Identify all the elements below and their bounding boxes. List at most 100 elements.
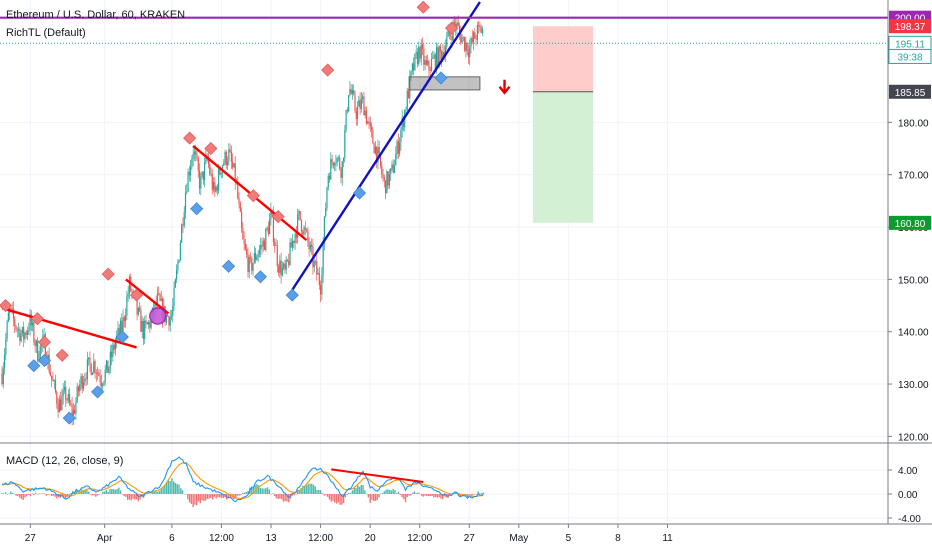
candle-body [276,245,278,267]
candle-body [54,380,57,393]
candle-body [26,331,29,335]
candle-body [472,32,475,43]
macd-histogram-bar [328,494,331,500]
candle-body [363,96,365,116]
candle-body [345,110,347,131]
macd-histogram-bar [165,482,168,494]
candle [113,341,115,354]
candle [86,351,88,385]
price-level-badge [888,48,932,64]
swing-circle-marker [149,307,167,325]
candle [214,177,216,197]
candle-body [283,263,285,268]
candle-body [170,315,173,317]
x-tick-label: 27 [464,533,476,544]
candle-body [109,351,111,368]
macd-histogram-bar [392,489,394,494]
candle [353,84,355,96]
macd-histogram-bar [11,493,14,494]
candle-body [350,89,352,94]
candle [238,192,240,209]
candle-body [174,279,176,288]
macd-histogram-bar [15,494,17,496]
candle-body [272,214,275,243]
candle [251,256,253,275]
candle-body [451,36,453,41]
candle [160,290,162,302]
macd-histogram-bar [263,488,265,494]
candle-body [224,151,226,163]
macd-histogram-bar [240,494,242,496]
candle [187,168,189,193]
macd-histogram-bar [341,494,343,505]
macd-histogram-bar [335,494,338,504]
candle [210,167,212,177]
candle-body [77,386,80,392]
candle-body [386,171,388,194]
candle [98,369,100,377]
candle-body [388,174,391,186]
x-tick-label: 20 [365,533,377,544]
candle-body [122,317,124,332]
x-tick-label: 12:00 [209,533,234,544]
candle-body [263,240,266,251]
candle [364,106,366,119]
candle [190,159,192,182]
candle-body [297,214,299,238]
macd-histogram-bar [164,485,166,494]
macd-histogram-bar [353,487,355,494]
macd-histogram-bar [247,491,249,494]
macd-histogram-bar [137,494,139,502]
candle [421,37,424,56]
candle [365,106,368,126]
candle-body [302,231,304,235]
candle [225,150,227,169]
candle-body [7,312,9,322]
candle [215,185,217,194]
candle [104,365,106,386]
candle-body [39,345,41,360]
candle [285,255,287,275]
candle [461,33,463,43]
candle-body [480,27,482,34]
candle [66,397,68,404]
macd-histogram-bar [102,491,104,494]
symbol-legend: Ethereum / U.S. Dollar, 60, KRAKEN [6,9,186,21]
candle-body [184,192,187,213]
candle-body [325,208,327,217]
candle [446,31,448,50]
candle-body [33,322,35,343]
candle [423,43,425,72]
candle-body [376,146,378,163]
candle [466,42,468,56]
candle-body [442,51,444,60]
candle-body [438,46,440,67]
swing-high-marker [183,131,197,145]
candle [2,362,4,389]
candle-body [2,368,4,385]
candle [229,143,231,153]
macd-histogram-bar [472,494,474,496]
candle-body [355,110,357,119]
macd-histogram-bar [284,494,286,502]
candle-body [470,37,472,48]
macd-histogram-bar [56,494,58,499]
candle-body [149,322,151,328]
candle-body [267,227,269,235]
candle-body [479,25,481,28]
candle-body [21,327,23,334]
price-level-text: 195.11 [895,39,925,50]
candle-body [332,162,334,166]
swing-low-marker [352,186,367,200]
macd-histogram-bar [431,494,433,496]
candle-body [211,173,213,190]
candle-body [86,359,88,380]
candle-body [346,110,348,112]
candle-body [136,299,138,315]
candle [303,225,305,237]
candle [318,266,320,290]
candle-body [342,158,345,162]
candle-body [447,30,449,38]
candle-body [305,229,308,231]
